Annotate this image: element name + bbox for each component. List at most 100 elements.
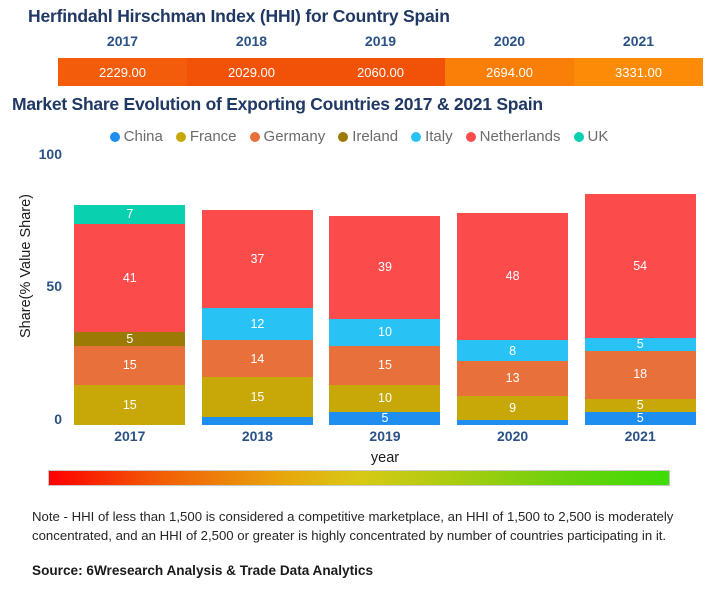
legend-label: UK [587, 128, 609, 145]
x-axis-labels: 2017 2018 2019 2020 2021 [66, 428, 704, 444]
bar-segment-label: 15 [250, 389, 265, 404]
bar-segment-label: 5 [636, 411, 644, 425]
stacked-bars-container: 15 15 5 41 7 15 14 12 37 5 10 15 10 39 9 13 8 48 5 5 18 5 54 [66, 160, 704, 425]
bar-segment-netherlands-2017[interactable]: 41 [74, 223, 186, 333]
legend-item-netherlands[interactable]: Netherlands [465, 128, 561, 145]
y-axis-ticks: 100 50 0 [14, 146, 62, 427]
bar-segment-label: 9 [509, 400, 517, 415]
y-tick-100: 100 [38, 146, 62, 162]
hhi-gradient-scale [48, 470, 670, 486]
bar-segment-label: 37 [250, 252, 265, 267]
chart-plot-area: Share(% Value Share) 100 50 0 15 15 5 41 7 15… [0, 146, 718, 466]
bar-segment-france-2020[interactable]: 9 [457, 395, 569, 420]
bar-segment-label: 8 [509, 343, 517, 358]
hhi-year-2021: 2021 [622, 33, 655, 49]
bar-segment-label: 15 [378, 358, 392, 373]
bar-stack[interactable]: 5 10 15 10 39 [329, 215, 441, 425]
bar-group-2018: 15 14 12 37 [194, 160, 322, 425]
bar-segment-italy-2018[interactable]: 12 [201, 308, 313, 341]
bar-segment-label: 13 [505, 371, 520, 386]
legend-item-germany[interactable]: Germany [249, 128, 326, 145]
legend-item-china[interactable]: China [109, 128, 163, 145]
x-label-2017: 2017 [114, 428, 146, 444]
legend-label: China [123, 128, 163, 145]
legend-label: France [189, 128, 237, 145]
bar-segment-label: 48 [505, 269, 520, 284]
bar-segment-france-2017[interactable]: 15 [74, 385, 186, 425]
x-label-2018: 2018 [241, 428, 273, 444]
bar-segment-france-2018[interactable]: 15 [201, 377, 313, 418]
legend-dot-icon [573, 131, 584, 142]
bar-segment-germany-2019[interactable]: 15 [329, 345, 441, 386]
y-tick-50: 50 [46, 278, 62, 294]
bar-group-2020: 9 13 8 48 [449, 160, 577, 425]
x-axis-title: year [370, 450, 400, 466]
legend-item-uk[interactable]: UK [573, 128, 609, 145]
bar-segment-label: 54 [633, 258, 648, 273]
footer-source: Source: 6Wresearch Analysis & Trade Data… [32, 563, 373, 578]
chart-title: Market Share Evolution of Exporting Coun… [12, 94, 543, 114]
hhi-year-2017: 2017 [106, 33, 139, 49]
hhi-value-2018: 2029.00 [187, 58, 316, 86]
bar-segment-netherlands-2018[interactable]: 37 [201, 210, 313, 309]
bar-stack[interactable]: 5 5 18 5 54 [584, 194, 696, 425]
bar-segment-germany-2017[interactable]: 15 [74, 345, 186, 386]
hhi-value-2020: 2694.00 [445, 58, 574, 86]
bar-segment-label: 10 [378, 391, 392, 406]
legend-dot-icon [338, 131, 349, 142]
bar-segment-italy-2020[interactable]: 8 [457, 340, 569, 362]
bar-segment-label: 14 [250, 351, 265, 366]
bar-segment-netherlands-2021[interactable]: 54 [584, 194, 696, 338]
bar-segment-china-2021[interactable]: 5 [584, 411, 696, 425]
bar-segment-china-2020[interactable] [457, 419, 569, 425]
y-tick-0: 0 [54, 411, 62, 427]
hhi-year-2018: 2018 [235, 33, 268, 49]
footer-note: Note - HHI of less than 1,500 is conside… [32, 509, 674, 543]
bar-segment-label: 41 [122, 270, 137, 285]
legend-dot-icon [249, 131, 260, 142]
bar-segment-label: 5 [636, 398, 644, 412]
hhi-year-header-row: 2017 2018 2019 2020 2021 [58, 33, 703, 53]
x-label-2020: 2020 [497, 428, 529, 444]
hhi-title: Herfindahl Hirschman Index (HHI) for Cou… [28, 6, 450, 26]
legend-label: Netherlands [479, 128, 561, 145]
legend-dot-icon [411, 131, 422, 142]
bar-segment-uk-2017[interactable]: 7 [74, 205, 186, 224]
legend-label: Germany [263, 128, 326, 145]
legend-dot-icon [175, 131, 186, 142]
bar-group-2019: 5 10 15 10 39 [321, 160, 449, 425]
legend-item-italy[interactable]: Italy [411, 128, 453, 145]
legend-item-ireland[interactable]: Ireland [338, 128, 398, 145]
legend-dot-icon [109, 131, 120, 142]
bar-segment-germany-2018[interactable]: 14 [201, 340, 313, 378]
hhi-value-2017: 2229.00 [58, 58, 187, 86]
bar-segment-netherlands-2020[interactable]: 48 [457, 213, 569, 341]
bar-segment-france-2019[interactable]: 10 [329, 385, 441, 412]
bar-segment-france-2021[interactable]: 5 [584, 398, 696, 412]
bar-segment-label: 15 [122, 358, 137, 373]
legend-dot-icon [465, 131, 476, 142]
bar-stack[interactable]: 9 13 8 48 [457, 213, 569, 425]
bar-segment-italy-2021[interactable]: 5 [584, 337, 696, 351]
bar-segment-label: 5 [636, 337, 644, 351]
bar-group-2017: 15 15 5 41 7 [66, 160, 194, 425]
legend-label: Italy [425, 128, 453, 145]
legend-item-france[interactable]: France [175, 128, 237, 145]
bar-segment-germany-2020[interactable]: 13 [457, 361, 569, 396]
bar-group-2021: 5 5 18 5 54 [576, 160, 704, 425]
bar-segment-netherlands-2019[interactable]: 39 [329, 215, 441, 319]
bar-stack[interactable]: 15 15 5 41 7 [74, 205, 186, 425]
bar-segment-label: 12 [250, 317, 265, 332]
bar-stack[interactable]: 15 14 12 37 [201, 210, 313, 425]
bar-segment-label: 5 [381, 411, 389, 425]
hhi-year-2020: 2020 [493, 33, 526, 49]
bar-segment-label: 18 [633, 367, 648, 382]
x-label-2021: 2021 [624, 428, 656, 444]
hhi-value-2019: 2060.00 [316, 58, 445, 86]
bar-segment-china-2019[interactable]: 5 [329, 411, 441, 425]
bar-segment-germany-2021[interactable]: 18 [584, 350, 696, 399]
bar-segment-ireland-2017[interactable]: 5 [74, 332, 186, 346]
bar-segment-label: 10 [378, 325, 392, 339]
bar-segment-italy-2019[interactable]: 10 [329, 319, 441, 346]
bar-segment-china-2018[interactable] [201, 417, 313, 425]
